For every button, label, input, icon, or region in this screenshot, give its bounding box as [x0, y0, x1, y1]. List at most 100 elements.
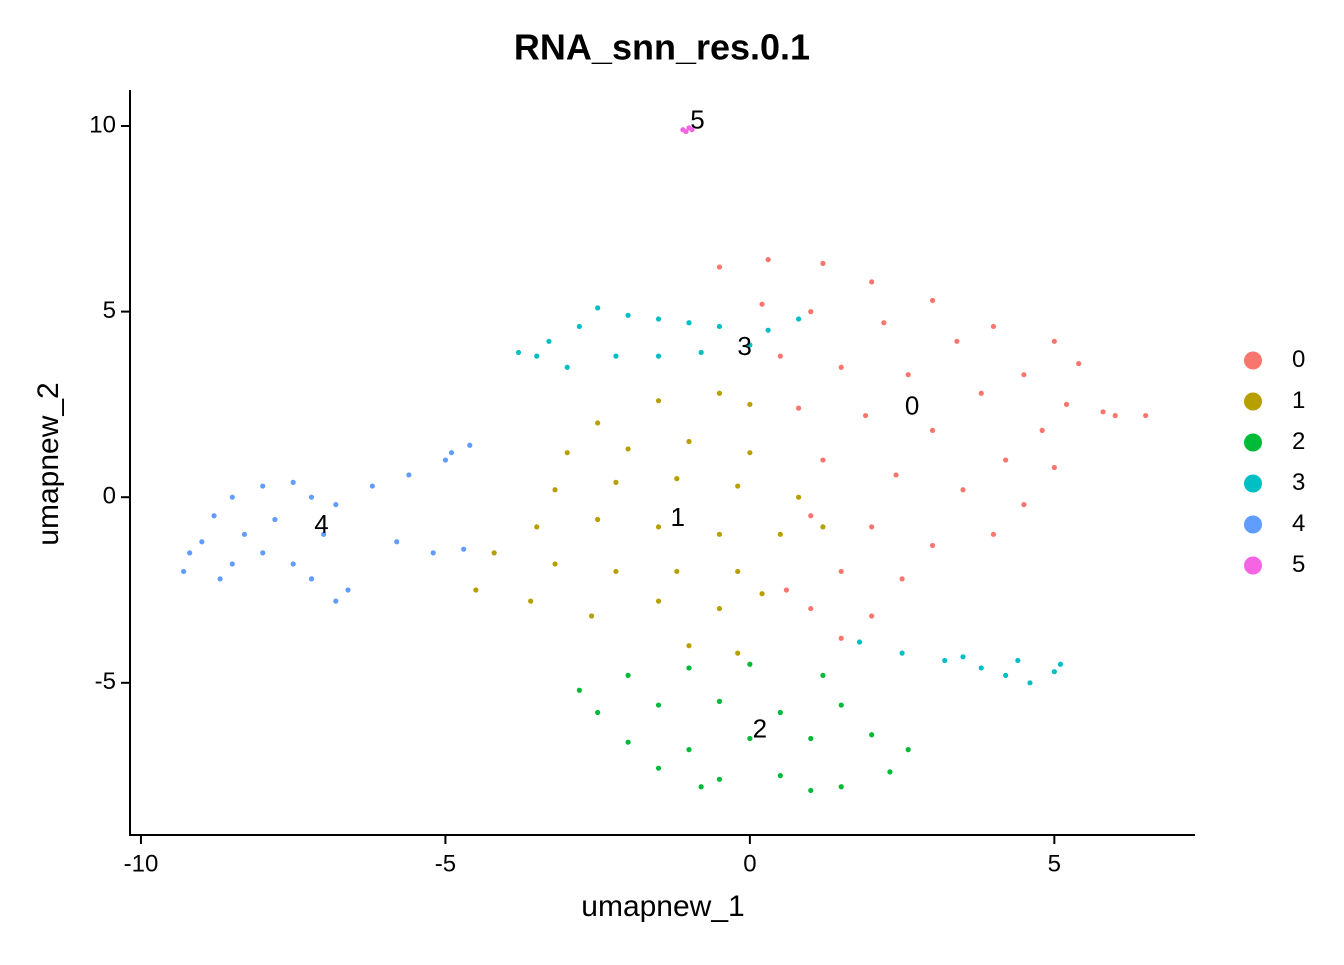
point	[655, 702, 662, 708]
point	[838, 568, 844, 575]
legend-label: 1	[1292, 387, 1305, 414]
legend-label: 5	[1292, 551, 1305, 578]
point	[430, 550, 436, 556]
point	[905, 747, 911, 753]
point	[1051, 464, 1057, 471]
point	[735, 568, 741, 575]
point	[795, 405, 802, 411]
point	[199, 539, 205, 545]
point	[990, 323, 997, 330]
point	[595, 516, 601, 523]
point	[929, 542, 936, 549]
point	[187, 550, 193, 556]
point	[777, 773, 783, 779]
point	[683, 128, 689, 135]
point	[954, 338, 960, 344]
point	[406, 472, 412, 478]
point	[217, 576, 223, 582]
point	[765, 257, 771, 263]
point	[1051, 338, 1057, 344]
point	[625, 312, 631, 318]
point	[552, 487, 558, 493]
point	[899, 650, 905, 656]
point	[1021, 502, 1027, 508]
point	[576, 687, 582, 693]
point	[869, 613, 875, 619]
point	[929, 297, 936, 304]
legend-swatch	[1244, 351, 1262, 370]
point	[716, 264, 723, 270]
point	[1051, 669, 1057, 675]
point	[290, 561, 296, 567]
point	[1015, 657, 1021, 664]
point	[808, 309, 814, 315]
point	[689, 127, 695, 133]
point	[595, 709, 601, 716]
point	[625, 672, 631, 678]
legend-swatch	[1244, 515, 1262, 534]
legend-label: 2	[1292, 428, 1305, 455]
point	[686, 320, 692, 326]
point	[655, 765, 662, 771]
point	[655, 524, 662, 530]
point	[869, 732, 875, 738]
point	[698, 349, 704, 356]
x-tick-label: -10	[124, 850, 159, 877]
point	[869, 279, 875, 285]
point	[795, 494, 802, 500]
point	[747, 342, 753, 348]
point	[838, 364, 844, 370]
point	[838, 702, 844, 708]
point	[893, 472, 899, 478]
point	[473, 587, 479, 593]
point	[808, 735, 814, 742]
point	[1027, 680, 1033, 686]
legend-swatch	[1244, 433, 1262, 452]
point	[735, 483, 741, 489]
point	[942, 657, 948, 664]
point	[686, 665, 692, 671]
point	[595, 420, 601, 426]
point	[333, 598, 339, 604]
legend-swatch	[1244, 474, 1262, 493]
cluster-label: 0	[905, 390, 919, 420]
point	[1063, 401, 1070, 408]
point	[795, 316, 802, 322]
point	[345, 587, 351, 593]
point	[929, 427, 936, 433]
point	[759, 591, 765, 597]
cluster-label: 3	[737, 331, 751, 361]
point	[491, 550, 497, 556]
point	[515, 349, 522, 356]
point	[655, 316, 662, 322]
point	[211, 513, 217, 519]
point	[260, 483, 266, 489]
point	[321, 531, 327, 537]
point	[625, 446, 631, 452]
point	[820, 457, 826, 463]
point	[808, 605, 814, 612]
point	[899, 576, 905, 582]
point	[1003, 457, 1009, 463]
point	[990, 531, 997, 537]
point	[546, 338, 552, 344]
point	[1021, 372, 1027, 378]
cluster-label: 5	[690, 105, 704, 135]
point	[272, 516, 278, 523]
point	[308, 576, 315, 582]
point	[686, 747, 692, 753]
point	[369, 483, 375, 489]
point	[820, 260, 826, 266]
point	[564, 364, 570, 370]
point	[241, 531, 248, 537]
point	[290, 479, 296, 485]
point	[1143, 412, 1149, 419]
point	[448, 450, 455, 456]
point	[686, 438, 692, 445]
chart-title: RNA_snn_res.0.1	[514, 27, 810, 68]
point	[716, 776, 723, 782]
point	[838, 635, 844, 641]
legend-swatch	[1244, 556, 1262, 575]
point	[698, 784, 704, 790]
point	[260, 550, 266, 556]
